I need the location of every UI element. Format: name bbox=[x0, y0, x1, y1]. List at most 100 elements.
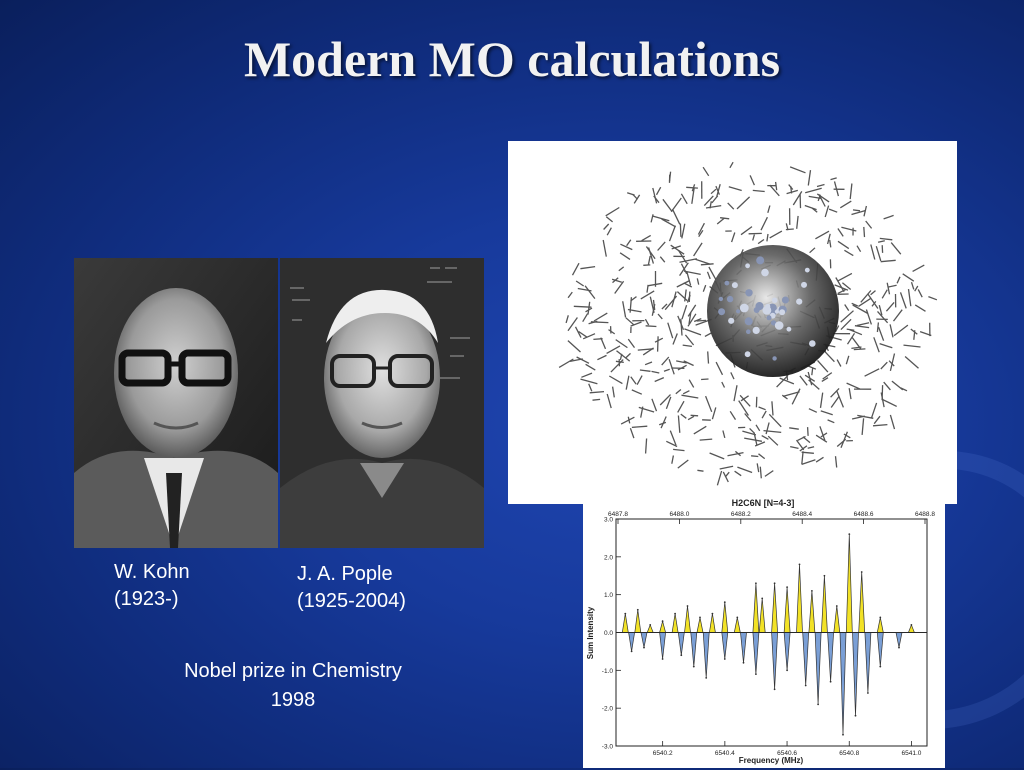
molecule-bond bbox=[708, 351, 709, 363]
molecule-bond bbox=[616, 361, 624, 362]
molecule-atom bbox=[727, 296, 733, 302]
molecule-bond bbox=[792, 389, 800, 405]
molecule-bond bbox=[838, 241, 849, 248]
molecule-bond bbox=[888, 285, 896, 287]
molecule-bond bbox=[841, 227, 856, 231]
x-tick-label-top: 6488.2 bbox=[731, 511, 751, 518]
molecule-bond bbox=[871, 291, 876, 295]
molecule-atom bbox=[801, 282, 807, 288]
x-tick-label-bottom: 6540.2 bbox=[653, 750, 673, 757]
molecule-atom bbox=[718, 308, 725, 315]
molecule-bond bbox=[723, 431, 725, 438]
molecule-atom bbox=[779, 309, 785, 315]
molecule-bond bbox=[802, 460, 816, 465]
molecule-bond bbox=[805, 206, 817, 210]
molecule-bond bbox=[854, 349, 866, 350]
series-0-point bbox=[761, 598, 763, 600]
molecule-bond bbox=[882, 385, 883, 400]
molecule-bond bbox=[588, 302, 590, 315]
molecule-bond bbox=[770, 185, 780, 196]
molecule-bond bbox=[884, 215, 894, 219]
series-1-point bbox=[879, 666, 881, 668]
molecule-bond bbox=[658, 336, 659, 351]
molecule-atom bbox=[772, 298, 778, 304]
molecule-bond bbox=[831, 178, 837, 180]
chart-title: H2C6N [N=4-3] bbox=[732, 498, 795, 508]
molecule-bond bbox=[802, 451, 803, 464]
x-axis-label: Frequency (MHz) bbox=[739, 756, 804, 765]
molecule-bond bbox=[790, 447, 798, 449]
y-tick-label: 3.0 bbox=[604, 517, 613, 524]
molecule-bond bbox=[816, 457, 823, 462]
molecule-bond bbox=[915, 286, 918, 291]
molecule-bond bbox=[858, 298, 870, 306]
y-tick-label: -2.0 bbox=[602, 706, 614, 713]
slide-title: Modern MO calculations bbox=[0, 30, 1024, 88]
molecule-bond bbox=[689, 380, 694, 388]
molecule-bond bbox=[581, 379, 598, 384]
molecule-bond bbox=[901, 292, 907, 308]
molecule-bond bbox=[853, 305, 868, 314]
molecule-bond bbox=[772, 401, 773, 415]
molecule-bond bbox=[797, 216, 798, 229]
molecule-bond bbox=[630, 428, 634, 438]
molecule-bond bbox=[770, 231, 782, 238]
molecule-bond bbox=[673, 334, 677, 345]
molecule-bond bbox=[838, 229, 843, 237]
molecule-bond bbox=[628, 339, 634, 348]
molecule-bond bbox=[645, 362, 652, 365]
molecule-bond bbox=[730, 411, 735, 419]
molecule-bond bbox=[830, 240, 831, 247]
series-1-point bbox=[743, 662, 745, 664]
molecule-bond bbox=[750, 175, 754, 185]
series-1-point bbox=[898, 647, 900, 649]
molecule-bond bbox=[590, 392, 604, 393]
molecule-bond bbox=[765, 471, 773, 477]
series-0-point bbox=[637, 609, 639, 611]
molecule-bond bbox=[720, 466, 733, 469]
series-0-point bbox=[836, 605, 838, 607]
molecule-bond bbox=[604, 224, 609, 230]
molecule-bond bbox=[847, 383, 861, 389]
molecule-bond bbox=[890, 324, 893, 337]
molecule-bond bbox=[623, 301, 626, 317]
molecule-bond bbox=[751, 456, 758, 457]
caption-kohn-name: W. Kohn bbox=[114, 559, 190, 586]
molecule-bond bbox=[658, 314, 662, 319]
molecule-bond bbox=[871, 245, 875, 260]
molecule-bond bbox=[655, 338, 663, 342]
series-0-point bbox=[811, 590, 813, 592]
nobel-line-2: 1998 bbox=[140, 686, 446, 715]
molecule-bond bbox=[866, 221, 872, 228]
molecule-bond bbox=[880, 344, 893, 348]
x-tick-label-bottom: 6540.8 bbox=[839, 750, 859, 757]
molecule-bond bbox=[652, 399, 657, 411]
molecule-bond bbox=[671, 198, 681, 212]
molecule-bond bbox=[909, 289, 911, 306]
molecule-bond bbox=[730, 162, 733, 168]
molecule-bond bbox=[706, 206, 721, 208]
series-0-point bbox=[774, 582, 776, 584]
molecule-bond bbox=[837, 360, 841, 367]
series-0-point bbox=[799, 564, 801, 566]
molecule-bond bbox=[619, 267, 624, 271]
molecule-bond bbox=[701, 264, 714, 265]
molecule-atom bbox=[756, 256, 764, 264]
molecule-bond bbox=[585, 286, 595, 299]
portrait-kohn bbox=[74, 258, 278, 548]
molecule-bond bbox=[857, 246, 861, 252]
molecule-bond bbox=[757, 463, 759, 472]
molecule-bond bbox=[878, 311, 888, 322]
molecule-bond bbox=[615, 281, 624, 293]
molecule-bond bbox=[841, 311, 854, 322]
molecule-bond bbox=[574, 306, 592, 307]
molecule-bond bbox=[594, 313, 607, 321]
molecule-bond bbox=[682, 395, 699, 398]
molecule-bond bbox=[712, 407, 715, 419]
molecule-bond bbox=[576, 281, 584, 286]
molecule-bond bbox=[732, 233, 735, 243]
molecule-bond bbox=[697, 278, 698, 284]
molecule-bond bbox=[678, 416, 679, 433]
molecule-bond bbox=[769, 414, 781, 427]
molecule-atom bbox=[767, 315, 772, 320]
